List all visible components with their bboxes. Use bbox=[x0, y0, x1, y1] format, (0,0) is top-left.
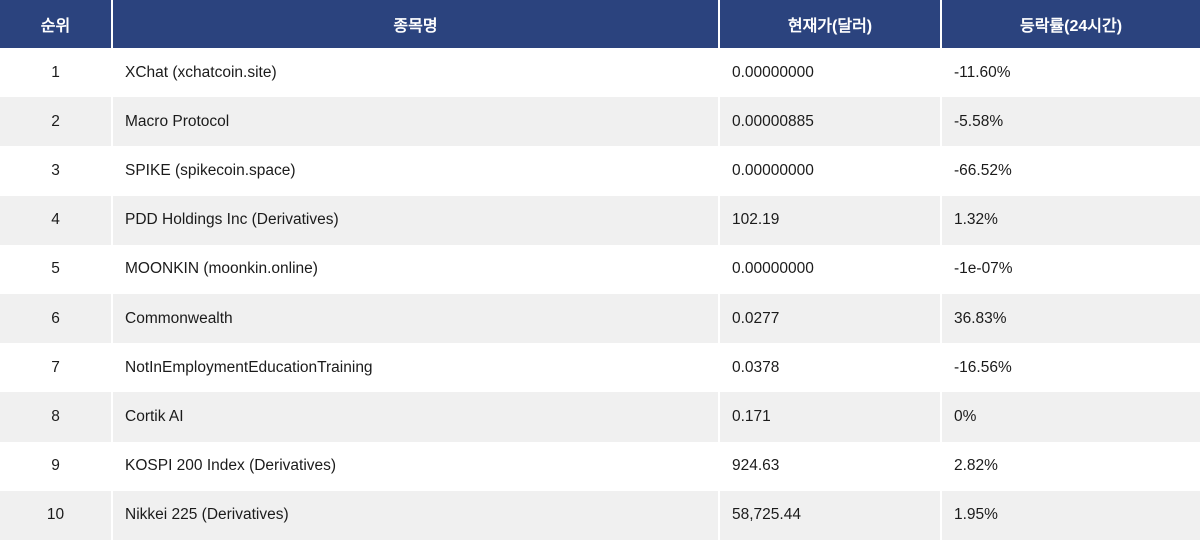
table-row: 10 Nikkei 225 (Derivatives) 58,725.44 1.95% bbox=[0, 490, 1200, 540]
cell-name: Nikkei 225 (Derivatives) bbox=[111, 490, 719, 540]
cell-name: Macro Protocol bbox=[111, 97, 719, 147]
table-row: 1 XChat (xchatcoin.site) 0.00000000 -11.60% bbox=[0, 48, 1200, 98]
cell-change: 1.95% bbox=[940, 490, 1200, 540]
table-row: 4 PDD Holdings Inc (Derivatives) 102.19 1.3… bbox=[0, 195, 1200, 245]
cell-rank: 3 bbox=[51, 161, 60, 179]
cell-change: -11.60% bbox=[940, 48, 1200, 98]
cell-name: Commonwealth bbox=[111, 293, 719, 344]
table-row: 9 KOSPI 200 Index (Derivatives) 924.63 2.82… bbox=[0, 441, 1200, 491]
cell-rank: 9 bbox=[51, 457, 60, 475]
table-row: 2 Macro Protocol 0.00000885 -5.58% bbox=[0, 97, 1200, 147]
cell-change: -5.58% bbox=[940, 97, 1200, 147]
cell-change: -66.52% bbox=[940, 146, 1200, 196]
cell-rank: 2 bbox=[51, 112, 60, 130]
cell-name: MOONKIN (moonkin.online) bbox=[111, 244, 719, 294]
cell-rank: 7 bbox=[51, 358, 60, 376]
cell-rank: 8 bbox=[51, 407, 60, 425]
cell-name: NotInEmploymentEducationTraining bbox=[111, 343, 719, 393]
table-row: 6 Commonwealth 0.0277 36.83% bbox=[0, 293, 1200, 344]
cell-price: 0.0277 bbox=[718, 293, 941, 344]
cell-name: Cortik AI bbox=[111, 392, 719, 442]
cell-name: PDD Holdings Inc (Derivatives) bbox=[111, 195, 719, 245]
cell-name: XChat (xchatcoin.site) bbox=[111, 48, 719, 98]
cell-price: 0.171 bbox=[718, 392, 941, 442]
cell-price: 924.63 bbox=[718, 441, 941, 491]
table-row: 8 Cortik AI 0.171 0% bbox=[0, 392, 1200, 442]
table-header: 순위 종목명 현재가(달러) 등락률(24시간) bbox=[0, 0, 1200, 48]
table-row: 5 MOONKIN (moonkin.online) 0.00000000 -1e-0… bbox=[0, 244, 1200, 294]
cell-change: 0% bbox=[940, 392, 1200, 442]
cell-rank: 1 bbox=[51, 63, 60, 81]
table-body: 1 XChat (xchatcoin.site) 0.00000000 -11.60%… bbox=[0, 48, 1200, 540]
table-row: 3 SPIKE (spikecoin.space) 0.00000000 -66.52… bbox=[0, 146, 1200, 196]
cell-rank: 10 bbox=[46, 506, 65, 524]
cell-name: KOSPI 200 Index (Derivatives) bbox=[111, 441, 719, 491]
cell-rank: 5 bbox=[51, 260, 60, 278]
cell-price: 0.0378 bbox=[718, 343, 941, 393]
cell-price: 102.19 bbox=[718, 195, 941, 245]
column-header-rank: 순위 bbox=[0, 0, 112, 48]
table-row: 7 NotInEmploymentEducationTraining 0.0378-… bbox=[0, 343, 1200, 393]
column-header-name: 종목명 bbox=[111, 0, 719, 48]
cell-price: 0.00000885 bbox=[718, 97, 941, 147]
cell-change: -1e-07% bbox=[940, 244, 1200, 294]
cell-price: 0.00000000 bbox=[718, 146, 941, 196]
cell-change: 36.83% bbox=[940, 293, 1200, 344]
cell-price: 58,725.44 bbox=[718, 490, 941, 540]
cell-rank: 6 bbox=[51, 309, 60, 327]
table-header-row: 순위 종목명 현재가(달러) 등락률(24시간) bbox=[0, 0, 1200, 48]
cell-price: 0.00000000 bbox=[718, 244, 941, 294]
cell-change: -16.56% bbox=[940, 343, 1200, 393]
column-header-change: 등락률(24시간) bbox=[940, 0, 1200, 48]
cell-change: 2.82% bbox=[940, 441, 1200, 491]
cell-rank: 4 bbox=[51, 211, 60, 229]
column-header-price: 현재가(달러) bbox=[718, 0, 941, 48]
cell-change: 1.32% bbox=[940, 195, 1200, 245]
cell-price: 0.00000000 bbox=[718, 48, 941, 98]
cell-name: SPIKE (spikecoin.space) bbox=[111, 146, 719, 196]
